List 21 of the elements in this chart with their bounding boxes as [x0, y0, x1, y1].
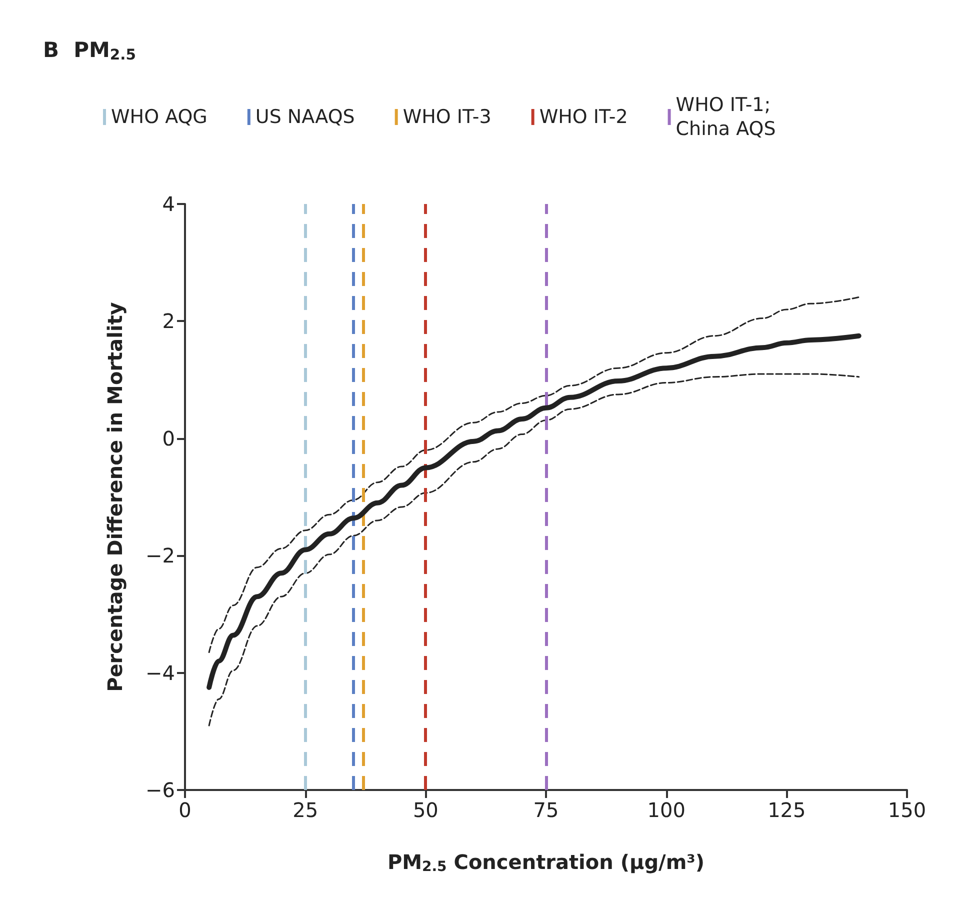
- line-series: [208, 296, 860, 654]
- y-tick-label: 4: [162, 192, 175, 216]
- y-tick-label: −4: [146, 660, 175, 685]
- x-tick-label: 50: [412, 798, 438, 822]
- y-tick-label: −6: [146, 778, 175, 802]
- x-tick-label: 125: [768, 798, 806, 822]
- x-tick-label: 0: [178, 798, 192, 822]
- y-axis-title: Percentage Difference in Mortality: [103, 302, 127, 692]
- y-tick-label: −2: [146, 544, 175, 568]
- y-tick-label: 2: [162, 309, 175, 334]
- legend-label: WHO IT-2: [539, 106, 628, 128]
- x-tick-label: 100: [647, 798, 686, 822]
- legend-label: WHO AQG: [111, 106, 208, 128]
- legend-label: US NAAQS: [255, 106, 355, 128]
- legend-label: WHO IT-3: [402, 106, 492, 128]
- x-tick-label: 150: [888, 798, 926, 822]
- x-tick-label: 25: [292, 798, 318, 822]
- x-tick-label: 75: [533, 798, 559, 822]
- y-tick-label: 0: [162, 426, 175, 450]
- line-series: [208, 373, 860, 726]
- legend-label: WHO IT-1; China AQS: [676, 94, 776, 140]
